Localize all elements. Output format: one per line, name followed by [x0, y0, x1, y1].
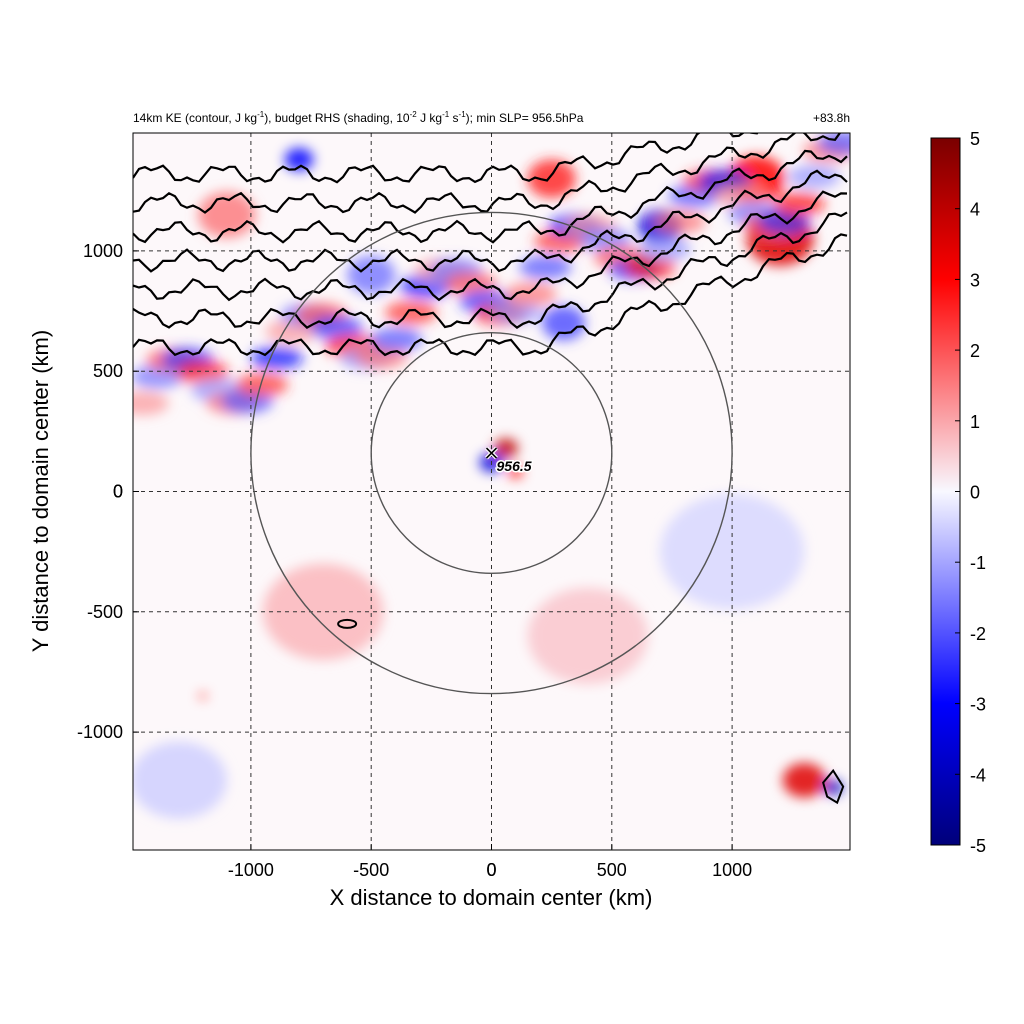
ke-contour-line [133, 133, 759, 184]
radius-circle [370, 332, 613, 575]
shading-layer [133, 133, 850, 819]
ke-contour-line [133, 169, 848, 273]
x-axis-label: X distance to domain center (km) [330, 885, 653, 910]
shading-band [772, 191, 825, 216]
y-tick-label: 0 [113, 482, 123, 502]
shading-feature [199, 693, 207, 699]
shading-band [133, 391, 169, 416]
shading-band [250, 345, 303, 370]
colorbar-tick-label: -5 [970, 836, 986, 856]
x-tick-label: 0 [486, 860, 496, 880]
ke-contour-small [822, 768, 845, 805]
time-label: +83.8h [813, 111, 850, 125]
shading-feature [527, 587, 648, 684]
storm-center-cross [485, 447, 498, 459]
colorbar-tick-label: 5 [970, 129, 980, 149]
shading-band [787, 164, 840, 189]
shading-band [713, 183, 766, 208]
y-tick-label: -500 [87, 602, 123, 622]
shading-band [235, 372, 288, 397]
shading-band [638, 237, 691, 262]
shading-band [817, 133, 850, 155]
colorbar-tick-label: 4 [970, 200, 980, 220]
colorbar-tick-label: -3 [970, 695, 986, 715]
shading-band [310, 315, 363, 340]
shading-feature [262, 563, 384, 660]
x-tick-label: 1000 [712, 860, 752, 880]
y-tick-label: 500 [93, 361, 123, 381]
shading-band [504, 282, 557, 307]
y-tick-label: 1000 [83, 241, 123, 261]
radius-circle [250, 211, 733, 695]
ke-contour-small [337, 618, 358, 629]
shading-feature [782, 762, 826, 798]
colorbar-tick-label: 3 [970, 270, 980, 290]
shading-feature [527, 159, 576, 198]
storm-center-marker: 956.5 [485, 446, 533, 476]
colorbar-tick-label: 0 [970, 483, 980, 503]
ke-contour-line [133, 149, 848, 244]
shading-band [176, 360, 229, 385]
y-axis-label: Y distance to domain center (km) [28, 330, 53, 652]
shading-feature [493, 438, 518, 458]
colorbar-tick-label: 2 [970, 341, 980, 361]
chart-title: 14km KE (contour, J kg-1), budget RHS (s… [133, 110, 584, 125]
shading-feature [508, 466, 523, 479]
colorbar-tick-label: -4 [970, 765, 986, 785]
x-tick-label: -1000 [228, 860, 274, 880]
shading-feature [284, 147, 314, 172]
y-tick-label: -1000 [77, 722, 123, 742]
x-tick-label: 0 [486, 860, 496, 880]
shading-feature [133, 741, 227, 819]
shading-feature [347, 255, 396, 295]
shading-band [370, 327, 423, 352]
shading-band [444, 271, 497, 296]
shading-feature [542, 305, 586, 341]
ke-contour-line [133, 190, 848, 302]
shading-band [385, 300, 438, 325]
ke-contour-line [133, 211, 848, 329]
shading-band [519, 255, 572, 280]
y-tick-label: 0 [113, 482, 123, 502]
ke-contour-line [133, 233, 848, 357]
radius-circles [250, 211, 733, 695]
x-tick-label: -500 [353, 860, 389, 880]
colorbar-tick-label: -2 [970, 624, 986, 644]
ke-contour-line [133, 133, 842, 214]
storm-center-label: 956.5 [497, 458, 532, 474]
colorbar-tick-label: 1 [970, 412, 980, 432]
x-tick-label: 500 [597, 860, 627, 880]
colorbar-ticks: 5 4 3 2 1 0 -1 -2 -3 -4 -5 [955, 129, 986, 856]
colorbar-tick-label: -1 [970, 553, 986, 573]
ke-contours [133, 133, 848, 805]
shading-feature [823, 779, 843, 796]
